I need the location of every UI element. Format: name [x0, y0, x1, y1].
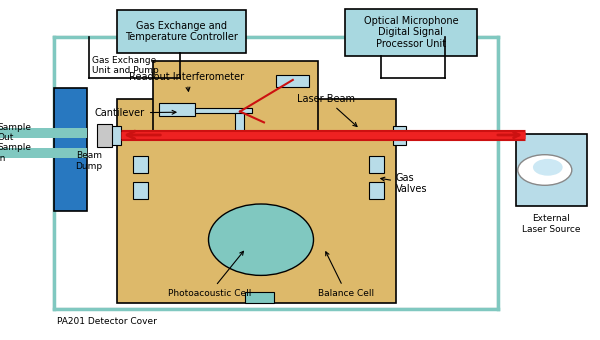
Bar — [117, 99, 396, 303]
Text: Balance Cell: Balance Cell — [318, 252, 374, 298]
Text: Optical Microphone
Digital Signal
Processor Unit: Optical Microphone Digital Signal Proces… — [364, 16, 458, 49]
Text: Beam
Dump: Beam Dump — [75, 151, 103, 171]
Bar — [276, 75, 309, 87]
Bar — [0, 148, 55, 158]
Bar — [159, 103, 195, 116]
Bar — [108, 126, 121, 144]
Bar — [133, 156, 148, 173]
Bar — [0, 128, 87, 138]
Bar — [117, 10, 246, 53]
Text: Gas Exchange and
Temperature Controller: Gas Exchange and Temperature Controller — [125, 21, 238, 42]
Bar — [0, 148, 87, 158]
Text: External
Laser Source: External Laser Source — [522, 214, 581, 234]
Bar — [54, 37, 498, 309]
Text: Laser Beam: Laser Beam — [297, 94, 357, 126]
Bar — [369, 156, 384, 173]
Text: Readout Interferometer: Readout Interferometer — [129, 71, 244, 91]
Bar — [516, 134, 587, 206]
Bar — [235, 113, 244, 131]
Text: Gas Exchange
Unit and Pump: Gas Exchange Unit and Pump — [92, 55, 158, 75]
Bar — [54, 88, 87, 211]
Circle shape — [518, 155, 572, 185]
Circle shape — [533, 159, 563, 176]
Ellipse shape — [209, 204, 314, 275]
Bar — [153, 61, 318, 138]
Text: Photoacoustic Cell: Photoacoustic Cell — [168, 251, 251, 298]
Bar — [393, 126, 406, 144]
Text: Sample
Out: Sample Out — [0, 123, 31, 142]
Bar — [345, 8, 477, 56]
Bar — [133, 182, 148, 199]
Bar — [369, 182, 384, 199]
Bar — [195, 108, 252, 113]
Bar — [97, 124, 112, 147]
Text: Cantilever: Cantilever — [95, 108, 176, 118]
Bar — [245, 292, 274, 303]
Text: Gas
Valves: Gas Valves — [381, 173, 427, 194]
Text: Sample
In: Sample In — [0, 143, 31, 163]
Text: PA201 Detector Cover: PA201 Detector Cover — [57, 317, 157, 326]
Bar — [0, 128, 55, 138]
